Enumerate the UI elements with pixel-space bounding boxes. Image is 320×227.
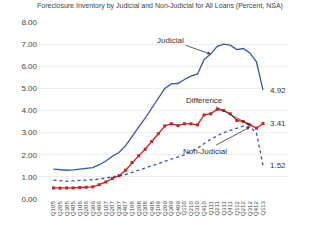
svg-text:Q212: Q212 (240, 201, 246, 216)
svg-text:Q406: Q406 (96, 201, 102, 216)
svg-text:Q108: Q108 (129, 201, 135, 216)
svg-text:Q307: Q307 (116, 201, 122, 216)
svg-text:Q112: Q112 (234, 201, 240, 216)
svg-text:Q409: Q409 (175, 201, 181, 216)
svg-text:Q208: Q208 (136, 201, 142, 216)
svg-text:Q405: Q405 (70, 201, 76, 216)
svg-text:Q311: Q311 (221, 201, 227, 216)
svg-text:Q207: Q207 (109, 201, 115, 216)
svg-text:Q105: Q105 (50, 201, 56, 216)
svg-text:Non-Judicial: Non-Judicial (183, 147, 227, 156)
svg-text:Q111: Q111 (208, 201, 214, 215)
svg-text:Q408: Q408 (149, 201, 155, 216)
svg-text:Difference: Difference (186, 96, 223, 105)
svg-text:Q106: Q106 (77, 201, 83, 216)
svg-text:3.00: 3.00 (21, 128, 37, 137)
svg-text:Q306: Q306 (90, 201, 96, 216)
svg-text:5.00: 5.00 (21, 84, 37, 93)
svg-text:Q109: Q109 (155, 201, 161, 216)
svg-text:Q205: Q205 (57, 201, 63, 216)
svg-text:Q411: Q411 (227, 201, 233, 216)
svg-text:1.52: 1.52 (270, 161, 286, 170)
svg-text:Q309: Q309 (168, 201, 174, 216)
svg-text:Q312: Q312 (247, 201, 253, 216)
svg-text:Q209: Q209 (162, 201, 168, 216)
svg-text:7.00: 7.00 (21, 40, 37, 49)
svg-text:Q206: Q206 (83, 201, 89, 216)
svg-text:4.92: 4.92 (270, 86, 286, 95)
svg-text:Q110: Q110 (181, 201, 187, 216)
svg-text:4.00: 4.00 (21, 106, 37, 115)
svg-text:Q113: Q113 (260, 201, 266, 216)
svg-text:Q310: Q310 (194, 201, 200, 216)
svg-text:1.00: 1.00 (21, 173, 37, 182)
svg-text:0.00: 0.00 (21, 195, 37, 204)
svg-text:Q210: Q210 (188, 201, 194, 216)
svg-text:3.41: 3.41 (270, 119, 286, 128)
svg-text:Q211: Q211 (214, 201, 220, 216)
svg-text:8.00: 8.00 (21, 18, 37, 27)
svg-text:Q410: Q410 (201, 201, 207, 216)
svg-text:Q407: Q407 (122, 201, 128, 216)
svg-text:Foreclosure Inventory by Judic: Foreclosure Inventory by Judicial and No… (37, 2, 283, 10)
svg-text:Q412: Q412 (253, 201, 259, 216)
svg-text:Q305: Q305 (64, 201, 70, 216)
svg-text:Q107: Q107 (103, 201, 109, 216)
svg-text:2.00: 2.00 (21, 151, 37, 160)
svg-text:Judicial: Judicial (157, 36, 184, 45)
svg-text:6.00: 6.00 (21, 62, 37, 71)
svg-text:Q308: Q308 (142, 201, 148, 216)
